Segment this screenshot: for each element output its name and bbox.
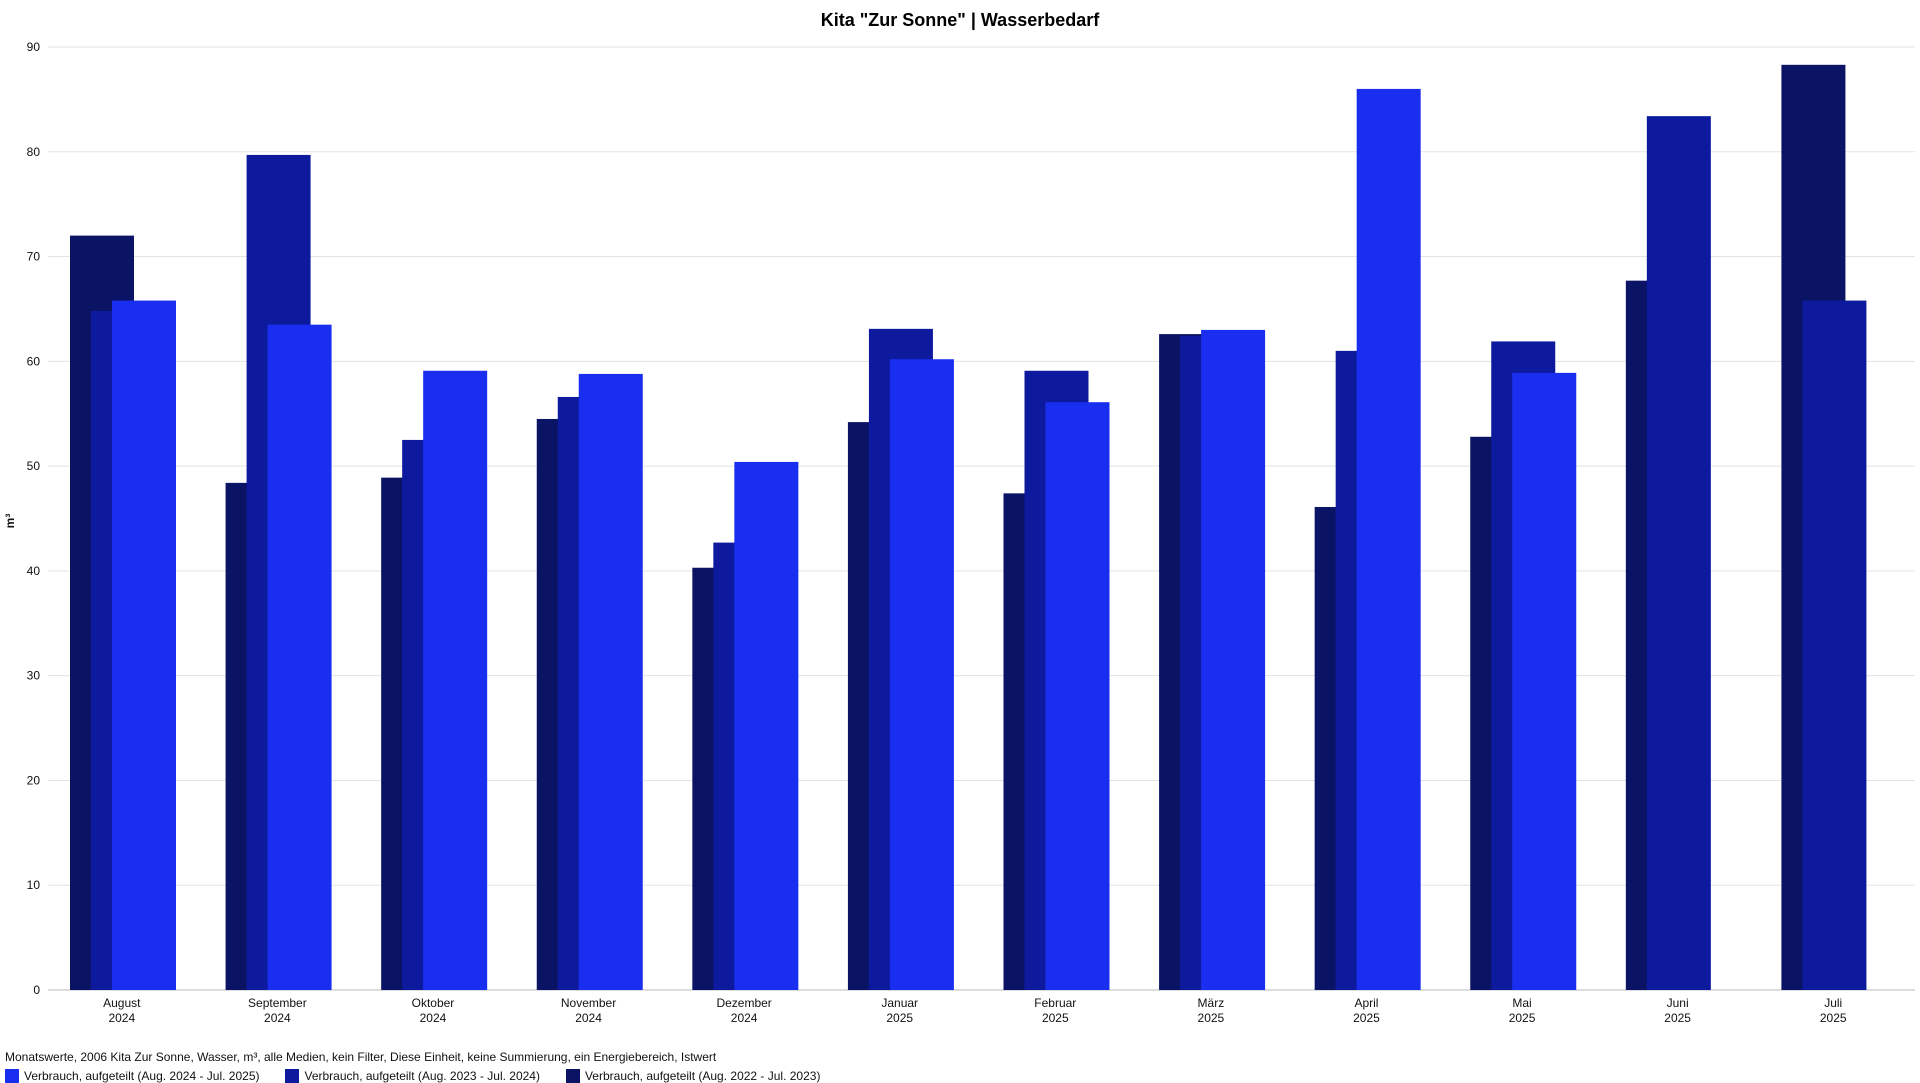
legend-item[interactable]: Verbrauch, aufgeteilt (Aug. 2022 - Jul. … xyxy=(565,1069,821,1083)
bars xyxy=(70,64,1867,991)
x-tick-label-month: August xyxy=(103,996,141,1010)
bar xyxy=(1646,116,1711,991)
x-tick-label-year: 2024 xyxy=(575,1011,602,1025)
y-tick-label: 70 xyxy=(27,250,41,264)
bar xyxy=(267,324,332,990)
x-tick-label-year: 2025 xyxy=(1509,1011,1536,1025)
x-tick-label-month: Oktober xyxy=(412,996,455,1010)
bar xyxy=(1356,88,1421,990)
x-tick-label-year: 2024 xyxy=(264,1011,291,1025)
x-tick-label-month: April xyxy=(1354,996,1378,1010)
x-tick-label-month: Mai xyxy=(1512,996,1531,1010)
x-tick-label-month: Dezember xyxy=(716,996,771,1010)
y-tick-label: 0 xyxy=(33,983,40,997)
legend-swatch xyxy=(285,1069,300,1083)
x-tick-label-year: 2025 xyxy=(1820,1011,1847,1025)
legend-label: Verbrauch, aufgeteilt (Aug. 2022 - Jul. … xyxy=(584,1069,821,1083)
bar xyxy=(578,373,643,990)
legend-item[interactable]: Verbrauch, aufgeteilt (Aug. 2024 - Jul. … xyxy=(5,1069,259,1083)
x-tick-label-month: Februar xyxy=(1034,996,1076,1010)
bar xyxy=(734,461,799,990)
bar xyxy=(1802,300,1867,990)
x-tick-label-year: 2024 xyxy=(420,1011,447,1025)
x-tick-label-year: 2024 xyxy=(108,1011,135,1025)
x-tick-label-year: 2025 xyxy=(1664,1011,1691,1025)
y-tick-label: 60 xyxy=(27,354,41,368)
bar xyxy=(1045,402,1110,990)
y-tick-label: 40 xyxy=(27,564,41,578)
y-tick-label: 90 xyxy=(27,40,41,54)
x-tick-label-month: März xyxy=(1198,996,1225,1010)
x-tick-label-year: 2024 xyxy=(731,1011,758,1025)
y-axis-label: m³ xyxy=(3,514,17,529)
legend-item[interactable]: Verbrauch, aufgeteilt (Aug. 2023 - Jul. … xyxy=(285,1069,540,1083)
x-tick-label-year: 2025 xyxy=(886,1011,913,1025)
x-tick-label-month: September xyxy=(248,996,307,1010)
chart-footnote: Monatswerte, 2006 Kita Zur Sonne, Wasser… xyxy=(5,1050,717,1064)
bar xyxy=(1201,329,1266,990)
grid-lines xyxy=(48,46,1915,991)
legend: Verbrauch, aufgeteilt (Aug. 2024 - Jul. … xyxy=(5,1069,846,1083)
x-tick-label-year: 2025 xyxy=(1042,1011,1069,1025)
y-tick-label: 80 xyxy=(27,145,41,159)
chart: Kita "Zur Sonne" | Wasserbedarf 0 10 20 30 4… xyxy=(3,10,1915,1025)
legend-label: Verbrauch, aufgeteilt (Aug. 2023 - Jul. … xyxy=(304,1069,540,1083)
chart-title: Kita "Zur Sonne" | Wasserbedarf xyxy=(821,10,1100,30)
bar xyxy=(423,370,488,991)
x-tick-label-year: 2025 xyxy=(1198,1011,1225,1025)
y-tick-label: 30 xyxy=(27,669,41,683)
y-tick-label: 20 xyxy=(27,773,41,787)
legend-label: Verbrauch, aufgeteilt (Aug. 2024 - Jul. … xyxy=(24,1069,260,1083)
x-axis-ticks: August2024September2024Oktober2024Novemb… xyxy=(103,996,1847,1025)
x-tick-label-year: 2025 xyxy=(1353,1011,1380,1025)
y-axis-ticks: 0 10 20 30 40 50 60 70 80 90 xyxy=(27,40,41,997)
y-tick-label: 10 xyxy=(27,878,41,892)
x-tick-label-month: November xyxy=(561,996,616,1010)
x-tick-label-month: Juli xyxy=(1824,996,1842,1010)
bar xyxy=(1512,372,1577,990)
legend-swatch xyxy=(565,1069,580,1083)
bar xyxy=(112,300,176,990)
x-tick-label-month: Juni xyxy=(1667,996,1689,1010)
legend-swatch xyxy=(5,1069,19,1083)
y-tick-label: 50 xyxy=(27,459,41,473)
x-tick-label-month: Januar xyxy=(881,996,918,1010)
bar xyxy=(889,359,954,990)
